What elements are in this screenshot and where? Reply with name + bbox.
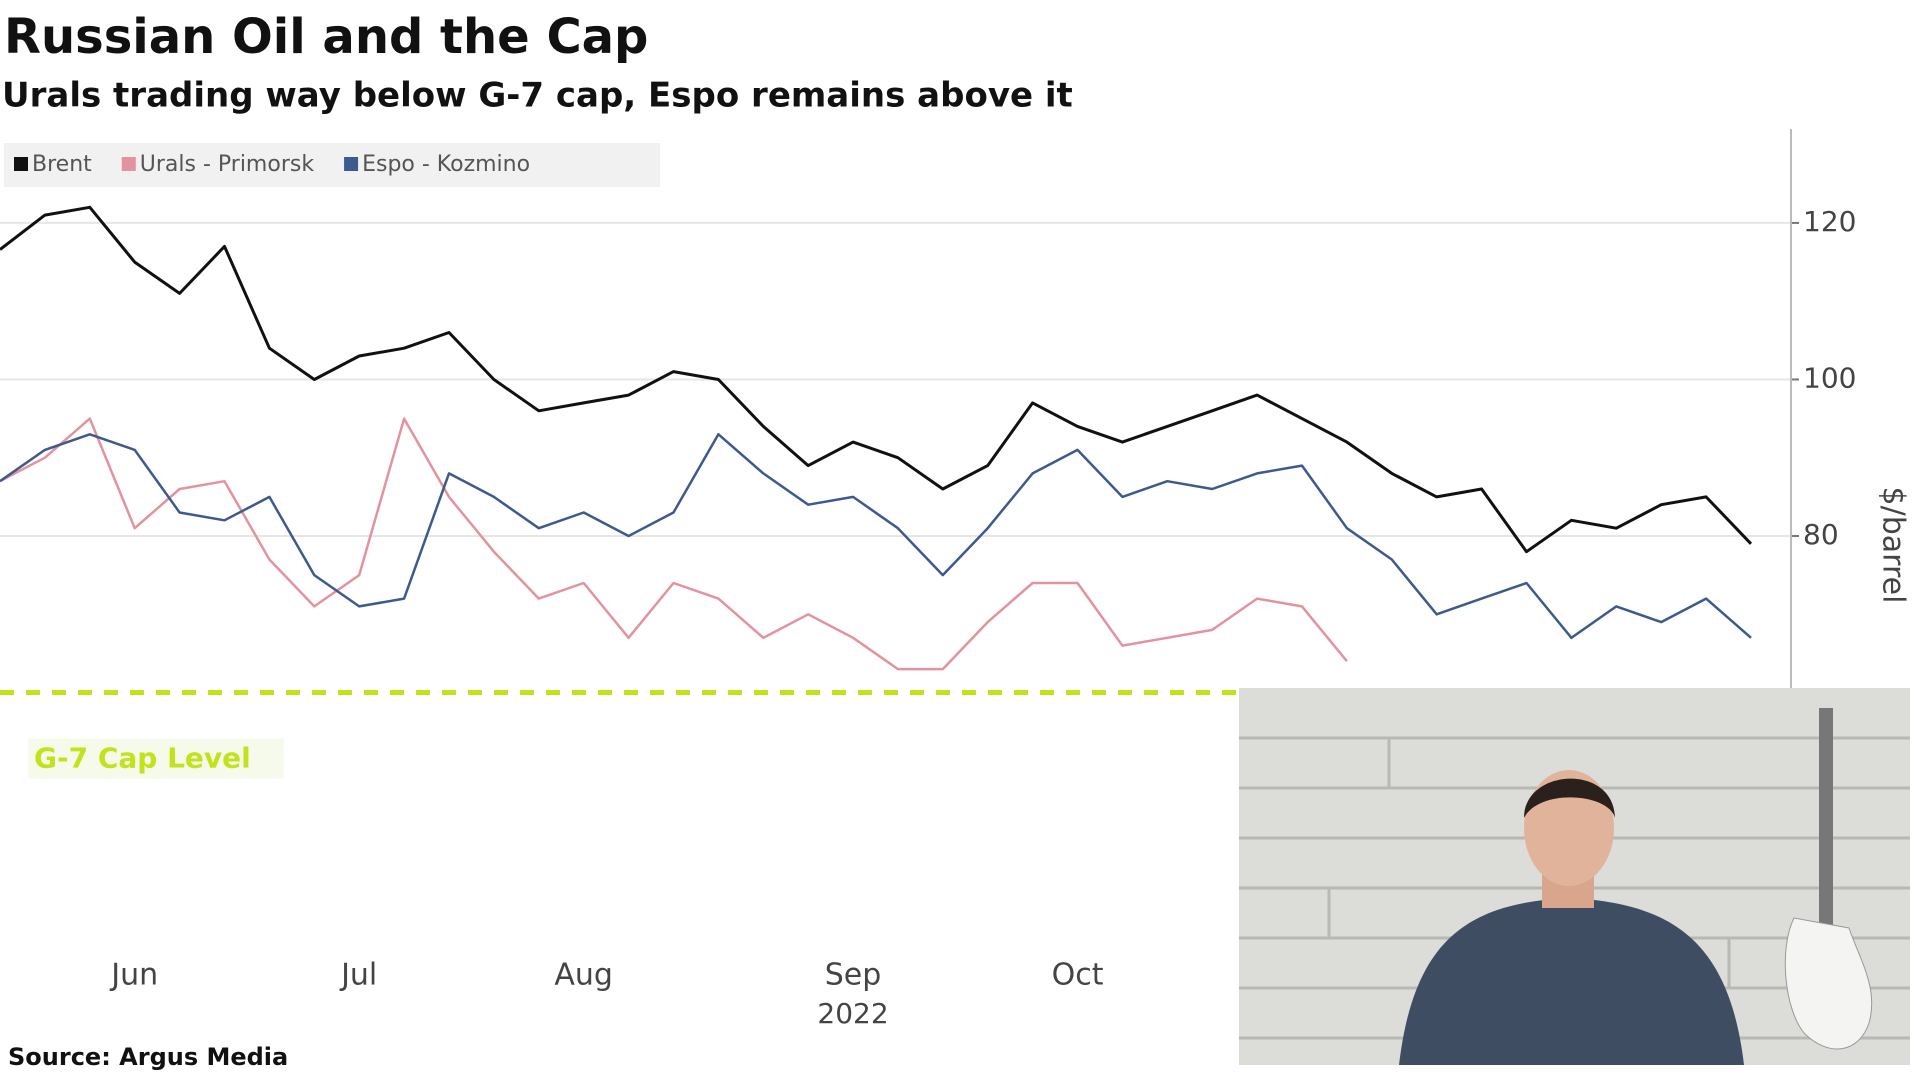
x-year-label: 2022 <box>817 997 888 1030</box>
chart-title: Russian Oil and the Cap <box>4 9 648 65</box>
guitar-body <box>1784 917 1873 1050</box>
legend-swatch <box>344 157 359 171</box>
webcam-overlay <box>1239 688 1910 1065</box>
person-hair <box>1524 778 1615 818</box>
x-tick-label: Aug <box>554 958 613 993</box>
x-tick-label: Jul <box>339 958 377 993</box>
x-tick-label: Oct <box>1052 958 1104 993</box>
cap-label-bg <box>28 738 284 779</box>
x-tick-label: Jun <box>109 958 158 993</box>
chart-subtitle: Urals trading way below G-7 cap, Espo re… <box>2 76 1073 116</box>
legend-swatch <box>14 157 28 171</box>
y-axis-label: $/barrel <box>1876 487 1911 604</box>
legend-label: Brent <box>32 152 92 177</box>
legend-label: Urals - Primorsk <box>140 152 315 177</box>
series-line <box>0 417 1348 671</box>
legend-label: Espo - Kozmino <box>362 152 530 177</box>
legend-box <box>4 143 660 187</box>
x-tick-label: Sep <box>825 958 882 993</box>
series-line <box>0 205 1753 554</box>
legend-swatch <box>121 157 136 171</box>
y-tick-label: 80 <box>1803 518 1839 551</box>
series-line <box>0 433 1752 640</box>
y-tick-label: 120 <box>1803 205 1856 238</box>
cap-label: G-7 Cap Level <box>34 742 251 775</box>
guitar-neck <box>1819 708 1833 938</box>
source-note: Source: Argus Media <box>8 1043 288 1071</box>
person-body <box>1399 898 1744 1065</box>
y-tick-label: 100 <box>1803 361 1856 394</box>
